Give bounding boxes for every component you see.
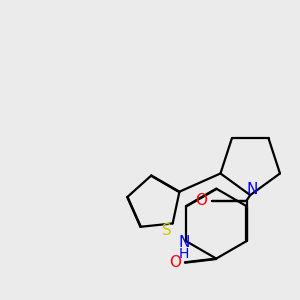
- Text: N: N: [178, 236, 190, 250]
- Text: N: N: [246, 182, 258, 197]
- Text: H: H: [179, 247, 189, 261]
- Text: S: S: [162, 223, 172, 238]
- Text: O: O: [195, 193, 207, 208]
- Text: O: O: [169, 255, 181, 270]
